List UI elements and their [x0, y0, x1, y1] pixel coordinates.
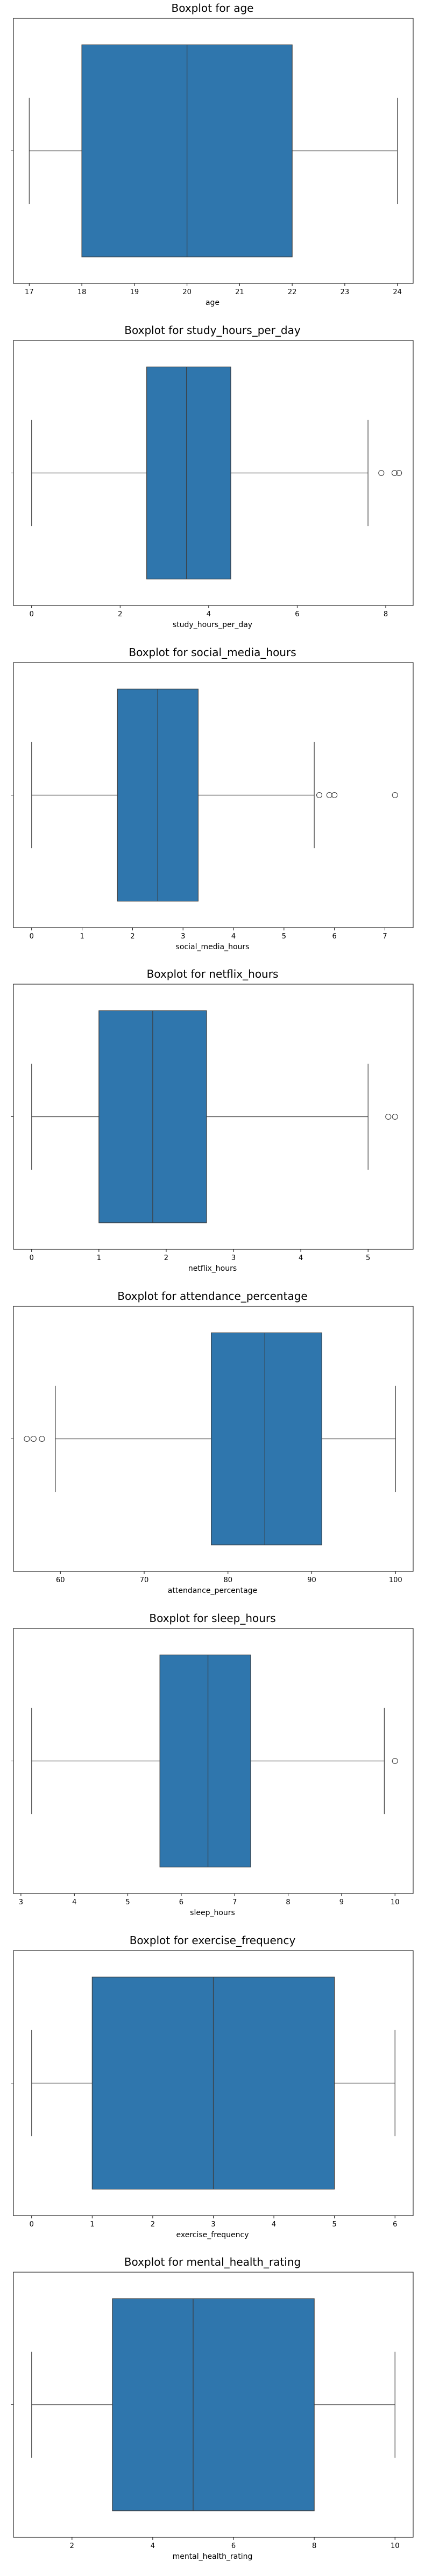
outlier-point	[316, 792, 323, 798]
x-tick-label: 2	[164, 1254, 168, 1262]
iqr-box	[159, 1654, 251, 1868]
x-tick-label: 0	[30, 933, 34, 941]
x-tick-label: 4	[151, 2542, 155, 2550]
boxplot-chart-5: Boxplot for sleep_hours 3 4 5 6 7 8 9 10 sleep_ho…	[11, 1612, 414, 1917]
chart-title: Boxplot for attendance_percentage	[117, 1290, 307, 1303]
chart-title: Boxplot for exercise_frequency	[130, 1934, 296, 1947]
x-tick-label: 24	[393, 288, 402, 296]
x-axis-label: social_media_hours	[176, 943, 250, 951]
x-tick-label: 9	[339, 1898, 344, 1906]
x-tick-label: 2	[151, 2221, 155, 2229]
x-tick-label: 22	[288, 288, 297, 296]
x-tick-label: 2	[70, 2542, 74, 2550]
iqr-box	[211, 1332, 322, 1546]
x-tick-label: 17	[25, 288, 34, 296]
x-axis-label: netflix_hours	[188, 1264, 237, 1273]
x-tick-label: 10	[391, 1898, 400, 1906]
outlier-point	[396, 469, 402, 476]
x-tick-label: 8	[312, 2542, 316, 2550]
x-tick-label: 3	[181, 933, 185, 941]
x-tick-label: 4	[207, 610, 211, 618]
x-tick-label: 3	[211, 2221, 215, 2229]
x-axis-label: study_hours_per_day	[173, 621, 252, 629]
x-tick-label: 7	[382, 933, 387, 941]
x-tick-label: 1	[90, 2221, 94, 2229]
x-tick-label: 19	[130, 288, 139, 296]
outlier-point	[392, 1757, 398, 1764]
x-tick-label: 1	[97, 1254, 101, 1262]
x-tick-label: 10	[391, 2542, 400, 2550]
outlier-point	[331, 792, 338, 798]
x-axis-label: exercise_frequency	[176, 2231, 249, 2239]
x-tick-label: 18	[77, 288, 87, 296]
x-tick-label: 7	[232, 1898, 237, 1906]
x-tick-label: 4	[299, 1254, 303, 1262]
boxplot-chart-3: Boxplot for netflix_hours 0 1 2 3 4 5 netflix_h…	[11, 967, 414, 1273]
x-tick-label: 60	[56, 1576, 65, 1584]
x-tick-label: 4	[231, 933, 236, 941]
x-tick-label: 0	[30, 1254, 34, 1262]
outlier-point	[392, 792, 398, 798]
outlier-point	[385, 1114, 392, 1120]
x-axis-label: attendance_percentage	[168, 1586, 257, 1595]
outlier-point	[378, 469, 385, 476]
x-tick-label: 6	[295, 610, 299, 618]
x-tick-label: 21	[235, 288, 244, 296]
x-tick-label: 5	[125, 1898, 130, 1906]
x-tick-label: 5	[366, 1254, 370, 1262]
x-axis-label: mental_health_rating	[173, 2552, 253, 2561]
chart-title: Boxplot for age	[172, 2, 254, 15]
outlier-point	[326, 792, 332, 798]
outlier-point	[39, 1435, 45, 1442]
x-tick-label: 20	[182, 288, 192, 296]
x-tick-label: 80	[223, 1576, 232, 1584]
chart-title: Boxplot for social_media_hours	[129, 646, 296, 659]
boxplot-chart-1: Boxplot for study_hours_per_day 0 2 4 6 8 stud…	[11, 324, 414, 629]
outlier-point	[24, 1435, 30, 1442]
x-tick-label: 0	[30, 610, 34, 618]
x-tick-label: 90	[307, 1576, 316, 1584]
boxplot-chart-4: Boxplot for attendance_percentage 60 70 80 9…	[11, 1290, 414, 1595]
boxplot-chart-0: Boxplot for age 17 18 19 20 21 22 23 24 age	[11, 2, 414, 307]
x-tick-label: 3	[231, 1254, 236, 1262]
x-tick-label: 6	[393, 2221, 397, 2229]
boxplot-chart-7: Boxplot for mental_health_rating 2 4 6 8 10 me…	[11, 2255, 414, 2561]
x-tick-label: 3	[19, 1898, 23, 1906]
iqr-box	[146, 366, 231, 580]
boxplot-chart-6: Boxplot for exercise_frequency 0 1 2 3 4 5 6 exe…	[11, 1934, 414, 2239]
x-tick-label: 2	[130, 933, 134, 941]
x-axis-label: age	[206, 298, 219, 307]
outlier-point	[391, 469, 398, 476]
x-tick-label: 4	[72, 1898, 76, 1906]
x-tick-label: 23	[341, 288, 350, 296]
x-tick-label: 100	[389, 1576, 402, 1584]
x-tick-label: 5	[282, 933, 286, 941]
x-tick-label: 4	[272, 2221, 276, 2229]
outlier-point	[30, 1435, 37, 1442]
chart-title: Boxplot for mental_health_rating	[124, 2255, 301, 2268]
x-tick-label: 8	[384, 610, 388, 618]
iqr-box	[112, 2298, 315, 2511]
chart-title: Boxplot for study_hours_per_day	[124, 324, 301, 337]
x-axis-label: sleep_hours	[190, 1909, 235, 1917]
boxplot-chart-2: Boxplot for social_media_hours 0 1 2 3 4 5 6 7 so…	[11, 646, 414, 951]
chart-title: Boxplot for netflix_hours	[147, 967, 279, 980]
x-tick-label: 1	[80, 933, 84, 941]
x-tick-label: 2	[118, 610, 122, 618]
outlier-point	[392, 1114, 398, 1120]
x-tick-label: 0	[30, 2221, 34, 2229]
x-tick-label: 6	[332, 933, 337, 941]
x-tick-label: 8	[286, 1898, 290, 1906]
chart-title: Boxplot for sleep_hours	[149, 1612, 275, 1625]
x-tick-label: 70	[140, 1576, 149, 1584]
x-tick-label: 5	[332, 2221, 337, 2229]
x-tick-label: 6	[179, 1898, 183, 1906]
x-tick-label: 6	[231, 2542, 236, 2550]
